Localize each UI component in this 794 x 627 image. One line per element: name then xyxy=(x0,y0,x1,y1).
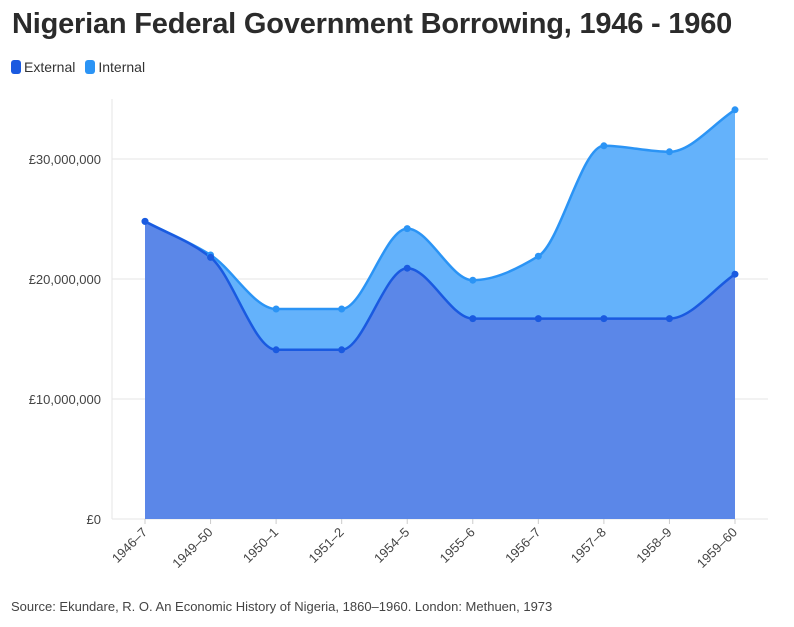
x-tick-label-4: 1954–5 xyxy=(371,525,412,566)
legend-item-internal[interactable]: Internal xyxy=(85,59,145,75)
external-point-9[interactable] xyxy=(731,270,739,278)
internal-point-2[interactable] xyxy=(272,305,280,313)
internal-point-9[interactable] xyxy=(731,106,739,114)
external-line xyxy=(144,220,736,352)
internal-line xyxy=(144,108,736,311)
x-tick-label-1: 1949–50 xyxy=(169,525,215,571)
y-tick-label-0: £0 xyxy=(87,512,101,527)
x-tick-label-5: 1955–6 xyxy=(437,525,478,566)
external-point-8[interactable] xyxy=(665,315,673,323)
x-tick-label-0: 1946–7 xyxy=(109,525,150,566)
external-area xyxy=(145,221,735,519)
source-note: Source: Ekundare, R. O. An Economic Hist… xyxy=(11,599,553,614)
internal-area xyxy=(145,109,735,350)
y-tick-label-3: £30,000,000 xyxy=(29,152,101,167)
external-point-3[interactable] xyxy=(338,346,346,354)
chart-title: Nigerian Federal Government Borrowing, 1… xyxy=(12,8,733,40)
legend-item-external[interactable]: External xyxy=(11,59,75,75)
internal-point-4[interactable] xyxy=(403,225,411,233)
legend-swatch-internal xyxy=(85,60,96,74)
legend-label-external: External xyxy=(24,59,76,75)
external-point-7[interactable] xyxy=(600,315,608,323)
legend-label-internal: Internal xyxy=(98,59,146,75)
legend: External Internal xyxy=(11,59,145,75)
internal-point-6[interactable] xyxy=(534,252,542,260)
internal-point-5[interactable] xyxy=(469,276,477,284)
x-tick-label-7: 1957–8 xyxy=(568,525,609,566)
external-point-4[interactable] xyxy=(403,264,411,272)
internal-point-7[interactable] xyxy=(600,142,608,150)
external-point-6[interactable] xyxy=(534,315,542,323)
external-point-2[interactable] xyxy=(272,346,280,354)
x-tick-label-2: 1950–1 xyxy=(240,525,281,566)
external-point-0[interactable] xyxy=(141,217,149,225)
internal-point-3[interactable] xyxy=(338,305,346,313)
external-point-5[interactable] xyxy=(469,315,477,323)
internal-point-8[interactable] xyxy=(665,148,673,156)
y-tick-label-1: £10,000,000 xyxy=(29,392,101,407)
x-tick-label-3: 1951–2 xyxy=(305,525,346,566)
x-tick-label-6: 1956–7 xyxy=(502,525,543,566)
external-point-1[interactable] xyxy=(207,253,215,261)
x-tick-label-9: 1959–60 xyxy=(694,525,740,571)
y-tick-label-2: £20,000,000 xyxy=(29,272,101,287)
legend-swatch-external xyxy=(11,60,21,74)
x-tick-label-8: 1958–9 xyxy=(633,525,674,566)
